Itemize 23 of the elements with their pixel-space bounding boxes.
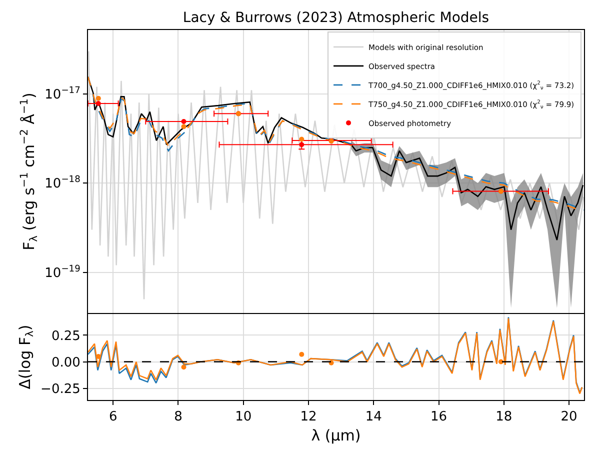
y-tick-label: −0.25: [40, 382, 80, 397]
x-tick-label: 14: [365, 410, 382, 425]
point: [96, 354, 101, 359]
x-tick-label: 12: [300, 410, 317, 425]
y-tick-label: 10$^{−19}$: [44, 264, 81, 281]
x-tick-label: 10: [235, 410, 252, 425]
point: [299, 136, 304, 142]
chart-title: Lacy & Burrows (2023) Atmospheric Models: [182, 10, 490, 26]
x-axis-title: λ (μm): [311, 426, 361, 445]
x-tick-label: 18: [496, 410, 512, 425]
y-tick-label: 0.00: [51, 355, 80, 370]
point: [181, 364, 186, 370]
y-tick-label: 0.25: [51, 328, 80, 344]
x-tick-label: 16: [430, 410, 448, 425]
point: [96, 96, 101, 101]
x-tick-label: 8: [174, 410, 182, 425]
y-tick-label: 10$^{−17}$: [44, 86, 81, 102]
point: [96, 101, 101, 106]
point: [299, 352, 304, 357]
x-tick-label: 20: [560, 410, 578, 425]
y-tick-label: 10$^{−18}$: [44, 175, 81, 192]
x-tick-label: 6: [108, 410, 118, 425]
point: [181, 124, 186, 130]
